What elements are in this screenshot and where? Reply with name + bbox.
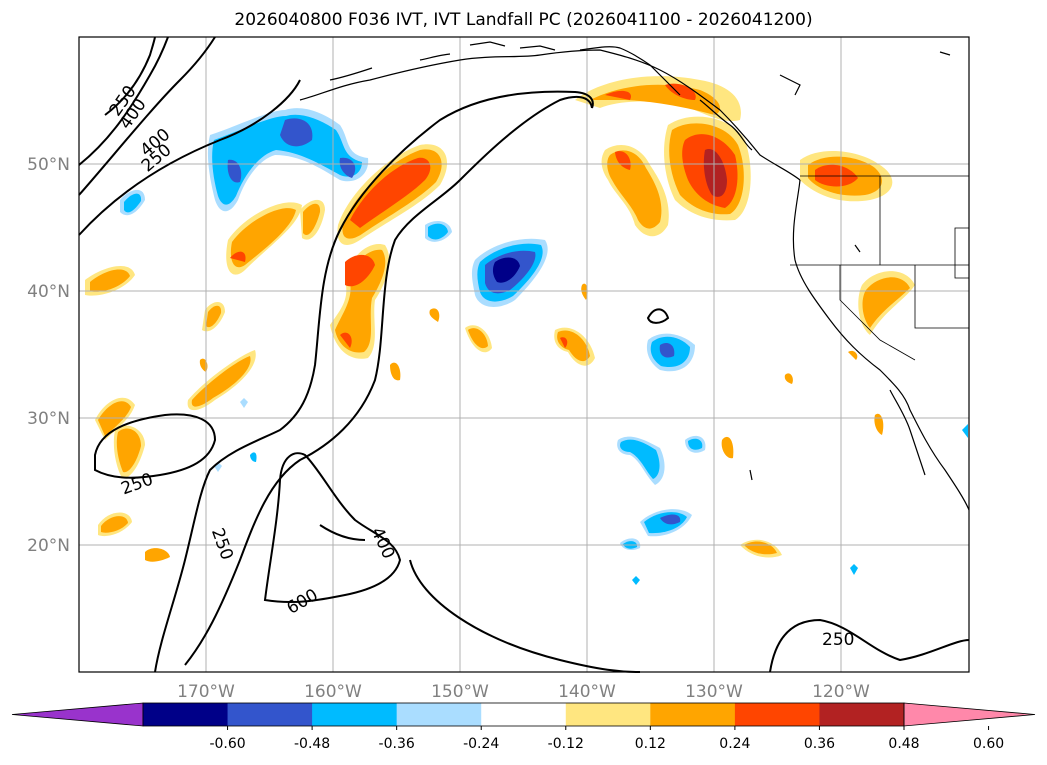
ivt-contours bbox=[78, 36, 970, 673]
colorbar-tick-label: 0.60 bbox=[973, 736, 1004, 752]
lat-tick-label: 50°N bbox=[27, 155, 70, 175]
colorbar-tick-label: 0.36 bbox=[804, 736, 835, 752]
colorbar-segments bbox=[11, 702, 1036, 727]
colorbar-tick-label: -0.60 bbox=[209, 736, 245, 752]
colorbar-extend-max bbox=[903, 702, 1036, 727]
colorbar-segment bbox=[312, 703, 398, 726]
negative-anomaly-patches bbox=[120, 108, 968, 585]
lat-tick-label: 30°N bbox=[27, 409, 70, 429]
colorbar-tick-label: -0.48 bbox=[294, 736, 330, 752]
colorbar-tick-label: 0.48 bbox=[888, 736, 919, 752]
coastlines bbox=[299, 41, 970, 511]
lon-tick-label: 120°W bbox=[812, 682, 870, 702]
colorbar-segment bbox=[565, 703, 651, 726]
colorbar-tick-label: -0.12 bbox=[548, 736, 584, 752]
colorbar-segment bbox=[396, 703, 482, 726]
colorbar-segment bbox=[143, 703, 229, 726]
lon-tick-label: 160°W bbox=[304, 682, 362, 702]
graticule bbox=[79, 37, 969, 672]
contour-250-west bbox=[154, 90, 594, 673]
colorbar-segment bbox=[734, 703, 820, 726]
colorbar-segment bbox=[481, 703, 567, 726]
lon-tick-label: 170°W bbox=[177, 682, 235, 702]
colorbar-segment bbox=[819, 703, 905, 726]
state-borders bbox=[790, 175, 970, 361]
colorbar-tick-label: 0.24 bbox=[719, 736, 750, 752]
lat-tick-labels: 20°N 30°N 40°N 50°N bbox=[27, 155, 70, 556]
map-title: 2026040800 F036 IVT, IVT Landfall PC (20… bbox=[234, 10, 813, 30]
colorbar-tick-label: -0.24 bbox=[463, 736, 499, 752]
map-frame bbox=[78, 36, 970, 673]
colorbar-border bbox=[142, 702, 905, 727]
contour-label: 250 bbox=[822, 630, 854, 650]
lon-tick-labels: 170°W 160°W 150°W 140°W 130°W 120°W bbox=[177, 682, 870, 702]
lon-tick-label: 150°W bbox=[431, 682, 489, 702]
colorbar-segment bbox=[650, 703, 736, 726]
lat-tick-label: 40°N bbox=[27, 282, 70, 302]
contour-600 bbox=[263, 452, 402, 604]
lon-tick-label: 140°W bbox=[558, 682, 616, 702]
colorbar-segment bbox=[227, 703, 313, 726]
positive-anomaly-patches bbox=[85, 76, 915, 562]
lat-tick-label: 20°N bbox=[27, 536, 70, 556]
colorbar-ticks: -0.60 -0.48 -0.36 -0.24 -0.12 0.12 0.24 0.36 0.4… bbox=[209, 726, 1004, 752]
colorbar-extend-min bbox=[11, 702, 144, 727]
colorbar-tick-label: 0.12 bbox=[635, 736, 666, 752]
lon-tick-label: 130°W bbox=[685, 682, 743, 702]
colorbar-tick-label: -0.36 bbox=[379, 736, 415, 752]
contour-400-west bbox=[184, 95, 593, 666]
